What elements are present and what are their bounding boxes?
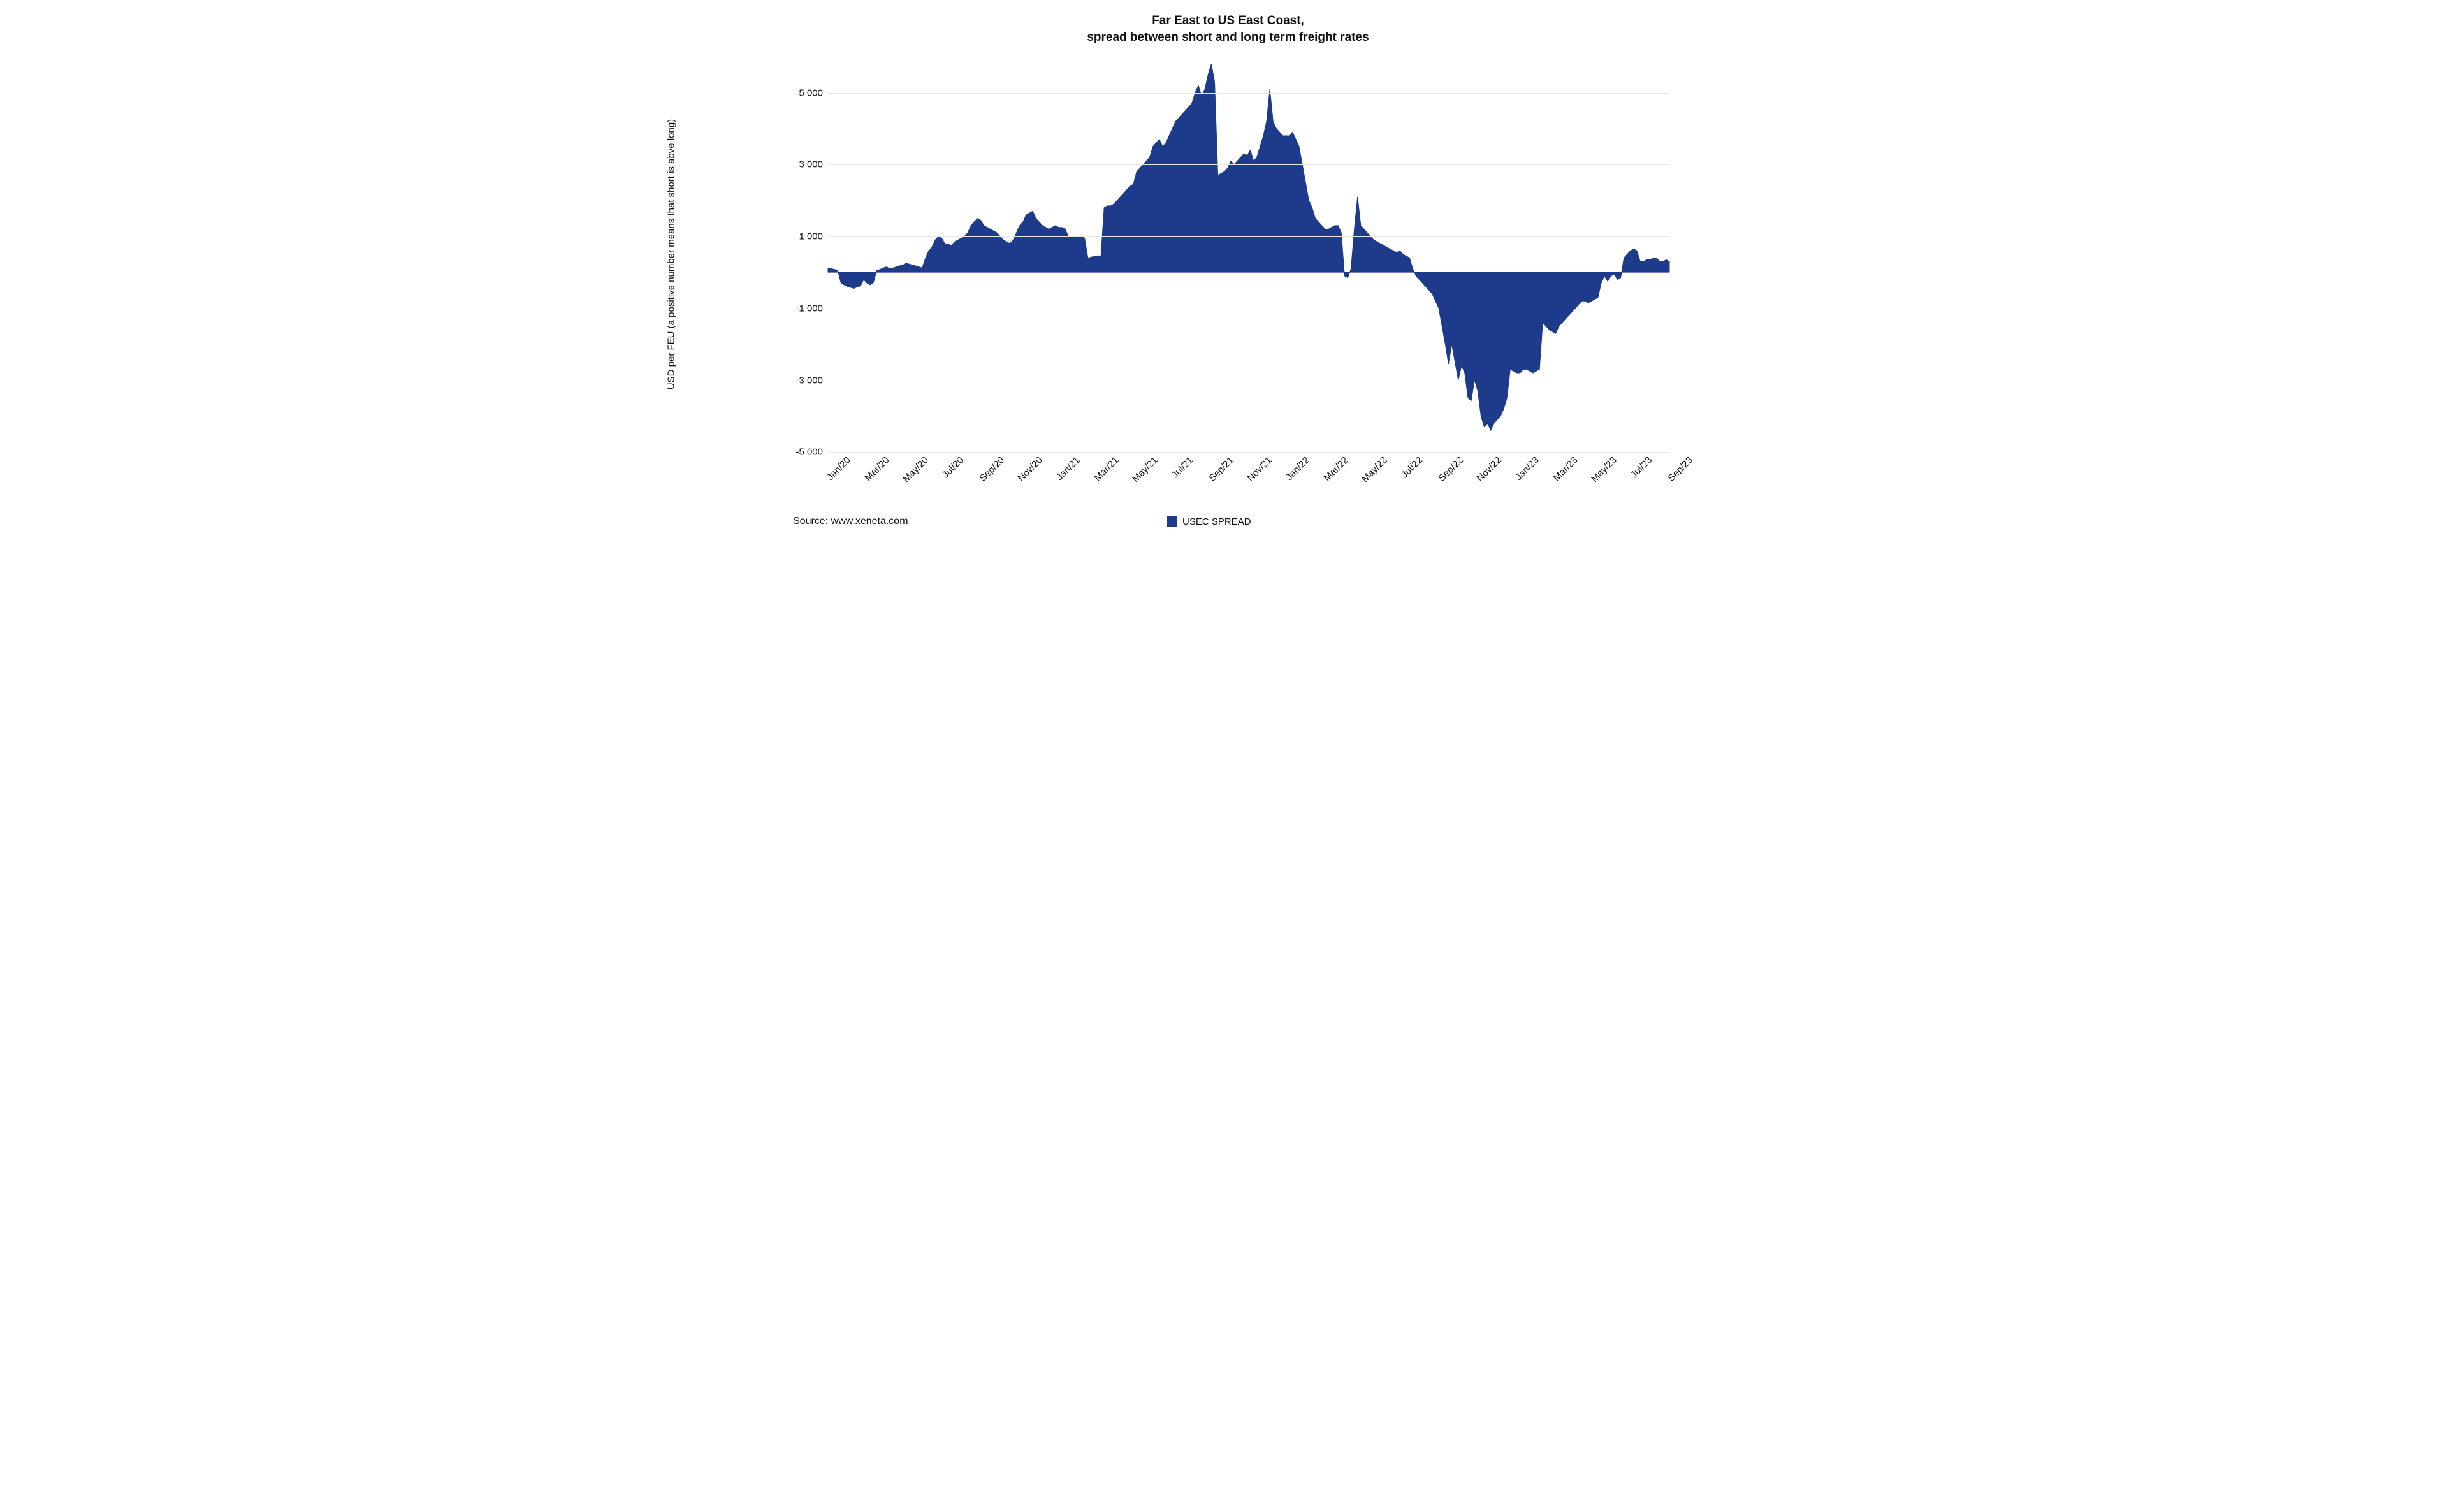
y-axis-label: USD per FEU (a positive number means tha…: [665, 119, 676, 389]
y-tick-label: 5 000: [799, 87, 828, 98]
x-tick-label: Sep/23: [1663, 452, 1695, 484]
x-tick-label: Sep/21: [1204, 452, 1236, 484]
x-tick-label: Sep/20: [975, 452, 1006, 484]
chart-title-line2: spread between short and long term freig…: [767, 29, 1689, 46]
usec-spread-area: [828, 64, 1669, 431]
legend-swatch: [1167, 516, 1177, 527]
x-tick-label: Mar/23: [1548, 452, 1580, 483]
x-tick-label: Jul/23: [1626, 452, 1655, 481]
freight-spread-chart: Far East to US East Coast, spread betwee…: [767, 13, 1689, 527]
gridline: [828, 236, 1669, 237]
x-tick-label: Mar/21: [1089, 452, 1121, 483]
chart-footer: Source: www.xeneta.com USEC SPREAD: [767, 516, 1689, 527]
y-tick-label: -3 000: [796, 375, 828, 386]
x-tick-label: Mar/22: [1319, 452, 1350, 483]
x-tick-label: Nov/20: [1013, 452, 1045, 484]
area-series: [828, 57, 1669, 452]
chart-title-line1: Far East to US East Coast,: [767, 13, 1689, 29]
x-tick-label: May/22: [1357, 452, 1390, 484]
plot-area: USD per FEU (a positive number means tha…: [828, 57, 1669, 452]
y-tick-label: -5 000: [796, 447, 828, 458]
x-tick-label: Jul/20: [938, 452, 966, 481]
x-tick-label: May/20: [898, 452, 931, 484]
x-tick-label: Nov/21: [1242, 452, 1274, 484]
x-tick-label: May/23: [1587, 452, 1619, 484]
legend: USEC SPREAD: [1167, 516, 1328, 527]
x-tick-label: Jan/21: [1052, 452, 1082, 483]
legend-label: USEC SPREAD: [1182, 516, 1251, 527]
x-tick-label: Jul/22: [1397, 452, 1425, 481]
x-tick-label: Nov/22: [1472, 452, 1504, 484]
chart-title: Far East to US East Coast, spread betwee…: [767, 13, 1689, 45]
gridline: [828, 164, 1669, 165]
gridline: [828, 93, 1669, 94]
x-tick-label: May/21: [1128, 452, 1160, 484]
y-tick-label: 3 000: [799, 159, 828, 170]
x-tick-label: Jan/23: [1511, 452, 1541, 483]
source-attribution: Source: www.xeneta.com: [793, 516, 908, 527]
x-tick-label: Jul/21: [1167, 452, 1196, 481]
x-tick-label: Jan/22: [1281, 452, 1312, 483]
x-tick-label: Mar/20: [860, 452, 891, 483]
y-tick-label: 1 000: [799, 231, 828, 242]
y-tick-label: -1 000: [796, 303, 828, 314]
x-tick-label: Sep/22: [1434, 452, 1465, 484]
